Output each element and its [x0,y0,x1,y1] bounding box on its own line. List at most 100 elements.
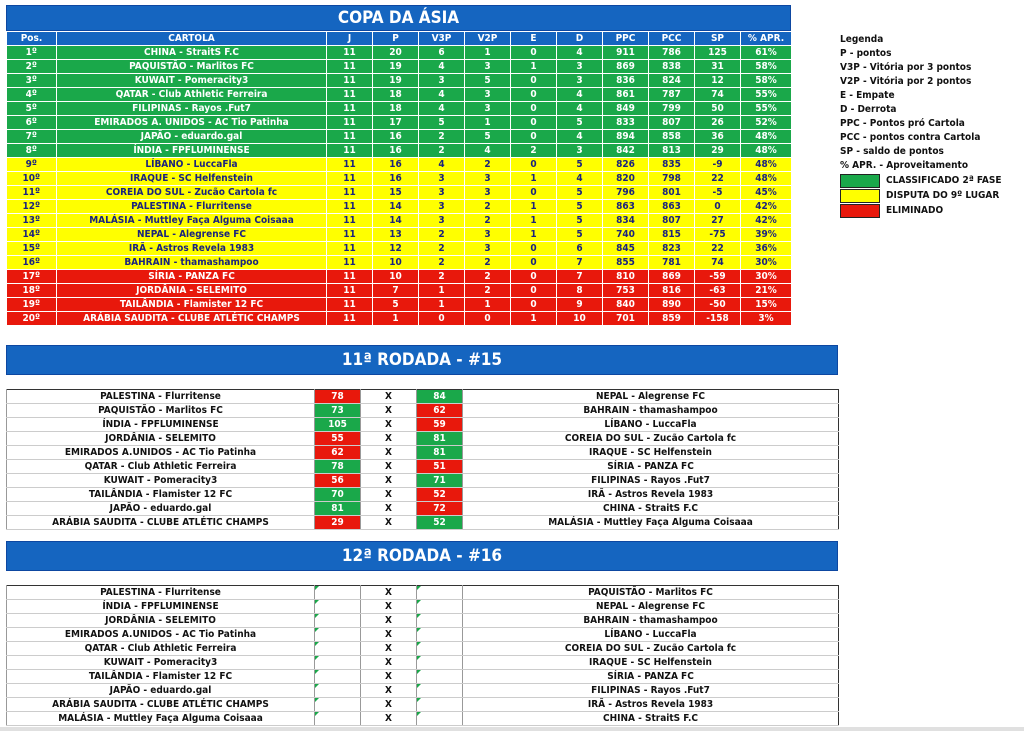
standings-cell-p: 1 [372,311,419,326]
home-score-empty[interactable] [314,683,361,698]
standings-cell-team: EMIRADOS A. UNIDOS - AC Tio Patinha [56,115,327,130]
away-score-empty[interactable] [416,697,463,712]
away-team: PAQUISTÃO - Marlitos FC [462,585,839,600]
standings-cell-p: 17 [372,115,419,130]
home-score-empty[interactable] [314,641,361,656]
away-team: SÍRIA - PANZA FC [462,669,839,684]
standings-cell-v3p: 1 [418,297,465,312]
home-score-empty[interactable] [314,669,361,684]
standings-cell-pos: 16º [6,255,57,270]
standings-cell-j: 11 [326,297,373,312]
away-score-empty[interactable] [416,627,463,642]
versus-mark: X [360,585,417,600]
standings-cell-v3p: 5 [418,115,465,130]
versus-mark: X [360,389,417,404]
standings-cell-apr: 30% [740,255,792,270]
away-score: 81 [416,431,463,446]
away-score: 52 [416,487,463,502]
standings-cell-apr: 30% [740,269,792,284]
home-score-empty[interactable] [314,585,361,600]
legend-item: P - pontos [840,48,892,59]
standings-cell-v2p: 3 [464,87,511,102]
home-score-empty[interactable] [314,711,361,726]
standings-cell-sp: 22 [694,171,741,186]
standings-row: 8º ÍNDIA - FPFLUMINENSE 11 16 2 4 2 3 842 813 29 48… [6,143,792,158]
legend: Legenda P - pontos V3P - Vitória por 3 po… [840,33,1020,218]
standings-cell-sp: 0 [694,199,741,214]
away-score-empty[interactable] [416,585,463,600]
standings-cell-apr: 58% [740,73,792,88]
away-score-empty[interactable] [416,613,463,628]
standings-cell-team: TAILÂNDIA - Flamister 12 FC [56,297,327,312]
standings-cell-p: 10 [372,255,419,270]
away-team: LÍBANO - LuccaFla [462,627,839,642]
away-team: SÍRIA - PANZA FC [462,459,839,474]
standings-cell-sp: 12 [694,73,741,88]
standings-row: 18º JORDÂNIA - SELEMITO 11 7 1 2 0 8 753 816 -63 21… [6,283,792,298]
legend-item: D - Derrota [840,104,897,115]
round-11-title: 11ª RODADA - #15 [6,345,838,375]
standings-cell-ppc: 863 [602,199,649,214]
away-score-empty[interactable] [416,655,463,670]
standings-row: 3º KUWAIT - Pomeracity3 11 19 3 5 0 3 836 824 12 58… [6,73,792,88]
away-team: CHINA - StraitS F.C [462,501,839,516]
versus-mark: X [360,403,417,418]
standings-cell-apr: 48% [740,143,792,158]
home-score: 56 [314,473,361,488]
standings-cell-pcc: 807 [648,213,695,228]
standings-row: 1º CHINA - StraitS F.C 11 20 6 1 0 4 911 786 125 61… [6,45,792,60]
standings-cell-pos: 17º [6,269,57,284]
standings-cell-e: 0 [510,297,557,312]
away-score-empty[interactable] [416,669,463,684]
horizontal-scrollbar[interactable] [0,727,1024,731]
home-score-empty[interactable] [314,655,361,670]
column-header: CARTOLA [56,31,327,46]
standings-cell-v2p: 2 [464,199,511,214]
standings-cell-j: 11 [326,255,373,270]
home-score: 105 [314,417,361,432]
away-score-empty[interactable] [416,683,463,698]
standings-header-row: Pos. CARTOLA J P V3P V2P E D PPC PCC SP% APR. [6,31,792,46]
standings-cell-p: 16 [372,157,419,172]
standings-cell-e: 0 [510,283,557,298]
home-score-empty[interactable] [314,599,361,614]
away-score-empty[interactable] [416,641,463,656]
standings-cell-pcc: 838 [648,59,695,74]
away-score-empty[interactable] [416,599,463,614]
standings-row: 17º SÍRIA - PANZA FC 11 10 2 2 0 7 810 869 -59 30% [6,269,792,284]
away-team: IRÃ - Astros Revela 1983 [462,697,839,712]
home-score-empty[interactable] [314,627,361,642]
away-score: 81 [416,445,463,460]
standings-cell-pos: 8º [6,143,57,158]
legend-swatch [840,203,880,218]
standings-cell-team: ÍNDIA - FPFLUMINENSE [56,143,327,158]
home-team: PALESTINA - Flurritense [6,389,315,404]
standings-cell-v2p: 3 [464,227,511,242]
standings-cell-j: 11 [326,311,373,326]
standings-cell-sp: -63 [694,283,741,298]
standings-cell-v3p: 2 [418,143,465,158]
home-score: 78 [314,389,361,404]
home-team: PALESTINA - Flurritense [6,585,315,600]
standings-cell-apr: 61% [740,45,792,60]
away-team: BAHRAIN - thamashampoo [462,403,839,418]
versus-mark: X [360,697,417,712]
home-score-empty[interactable] [314,613,361,628]
standings-row: 4º QATAR - Club Athletic Ferreira 11 18 4 3 0 4… [6,87,792,102]
standings-cell-j: 11 [326,45,373,60]
home-score-empty[interactable] [314,697,361,712]
legend-box-label: ELIMINADO [886,205,944,216]
standings-cell-j: 11 [326,213,373,228]
away-score-empty[interactable] [416,711,463,726]
standings-cell-e: 0 [510,73,557,88]
standings-cell-p: 16 [372,129,419,144]
match-row: JAPÃO - eduardo.gal 81 X 72 CHINA - StraitS … [6,501,839,516]
standings-cell-ppc: 849 [602,101,649,116]
match-row: TAILÂNDIA - Flamister 12 FC X SÍRIA - PANZ… [6,669,839,684]
away-team: NEPAL - Alegrense FC [462,389,839,404]
match-row: ARÁBIA SAUDITA - CLUBE ATLÉTIC CHAMPS X IR… [6,697,839,712]
standings-cell-j: 11 [326,283,373,298]
standings-cell-v2p: 2 [464,157,511,172]
match-row: ARÁBIA SAUDITA - CLUBE ATLÉTIC CHAMPS 29 X… [6,515,839,530]
versus-mark: X [360,683,417,698]
